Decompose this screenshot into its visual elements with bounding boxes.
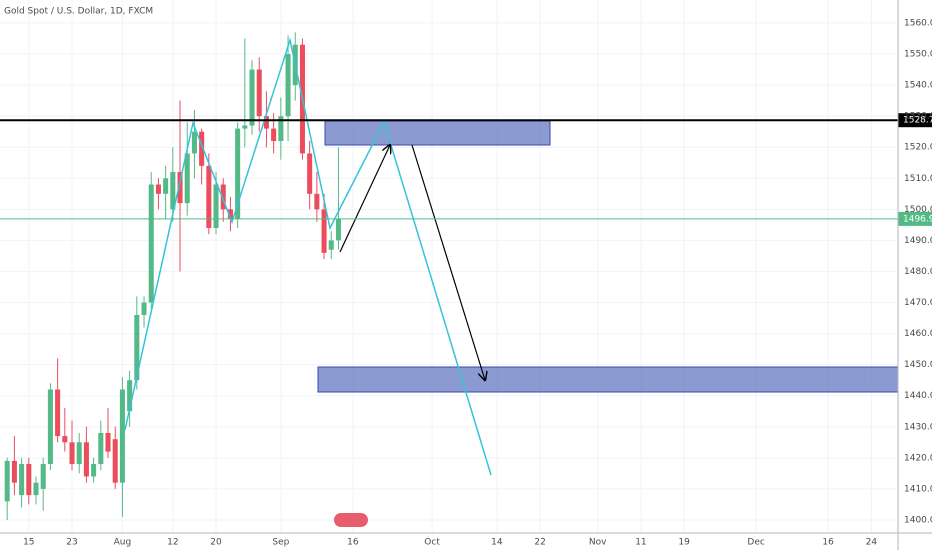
x-tick-label: 19 <box>678 538 690 548</box>
candle-body <box>285 54 291 117</box>
candle-body <box>191 131 197 154</box>
candle-body <box>163 178 169 194</box>
candle-body <box>199 131 205 166</box>
axis-labels: 1400.00 1410.00 1420.00 1430.00 1440.00 1450.… <box>23 18 932 547</box>
candle-body <box>40 464 46 489</box>
zigzag <box>124 37 492 476</box>
zone <box>317 366 899 393</box>
y-tick-label: 1490.00 <box>904 236 932 246</box>
arrow <box>339 145 390 253</box>
candle-body <box>127 380 133 412</box>
candle-body <box>278 116 284 142</box>
candle-body <box>155 184 161 194</box>
x-tick-label: Dec <box>747 538 764 548</box>
candle-body <box>307 153 313 194</box>
price-label: 1496.93 <box>903 214 932 224</box>
y-tick-label: 1560.00 <box>904 18 932 28</box>
x-tick-label: 12 <box>167 538 178 548</box>
candle-body <box>256 69 262 117</box>
price-lines: 1528.70 1496.93 <box>0 113 932 226</box>
y-tick-label: 1480.00 <box>904 267 932 277</box>
y-tick-label: 1430.00 <box>904 422 932 432</box>
candle-body <box>314 193 320 210</box>
x-tick-label: 15 <box>23 538 34 548</box>
candle-body <box>4 460 10 502</box>
candle-body <box>335 218 341 241</box>
y-tick-label: 1440.00 <box>904 391 932 401</box>
y-tick-label: 1470.00 <box>904 298 932 308</box>
candle-body <box>55 389 61 437</box>
price-label-box <box>898 211 932 226</box>
candle-body <box>220 184 226 210</box>
candle-body <box>62 436 68 443</box>
candle-body <box>177 172 183 204</box>
y-tick-label: 1550.00 <box>904 50 932 60</box>
candle-body <box>91 464 97 477</box>
candle-body <box>83 442 89 477</box>
candle-body <box>170 172 176 210</box>
y-tick-label: 1450.00 <box>904 360 932 370</box>
candle-body <box>235 128 241 219</box>
candle-body <box>213 184 219 228</box>
x-tick-label: 11 <box>635 538 646 548</box>
grid <box>0 0 898 533</box>
candle-body <box>69 442 75 465</box>
logo-badge <box>334 513 368 527</box>
candle-body <box>271 128 277 142</box>
candle-body <box>141 302 147 315</box>
x-tick-label: 24 <box>866 538 878 548</box>
x-tick-label: 22 <box>534 538 545 548</box>
candle-body <box>263 116 269 129</box>
y-tick-label: 1510.00 <box>904 174 932 184</box>
candle-body <box>134 314 140 381</box>
x-tick-label: Oct <box>424 538 440 548</box>
y-tick-label: 1410.00 <box>904 484 932 494</box>
candle-body <box>184 153 190 204</box>
y-tick-label: 1540.00 <box>904 81 932 91</box>
arrow <box>411 144 485 380</box>
candle-body <box>242 125 248 129</box>
x-tick-label: Sep <box>272 538 289 548</box>
y-tick-label: 1500.00 <box>904 205 932 215</box>
candle-body <box>26 464 32 496</box>
candle-body <box>148 184 154 303</box>
candle-body <box>47 389 53 465</box>
candle-body <box>328 240 334 250</box>
candle-body <box>19 464 25 496</box>
candle-body <box>11 460 17 483</box>
price-label-box <box>898 113 932 128</box>
y-tick-label: 1460.00 <box>904 329 932 339</box>
x-tick-label: 14 <box>491 538 503 548</box>
candle-body <box>119 389 125 483</box>
x-tick-label: 16 <box>822 538 834 548</box>
candle-body <box>321 209 327 253</box>
logo <box>334 513 368 527</box>
candle-body <box>33 482 39 496</box>
y-tick-label: 1530.00 <box>904 112 932 122</box>
y-tick-label: 1420.00 <box>904 453 932 463</box>
x-tick-label: Aug <box>114 538 132 548</box>
chart-title: Gold Spot / U.S. Dollar, 1D, FXCM <box>4 7 153 17</box>
price-label: 1528.70 <box>903 116 932 126</box>
y-tick-label: 1400.00 <box>904 515 932 525</box>
candle-body <box>98 432 104 465</box>
drawings <box>124 37 899 476</box>
candle-body <box>105 432 111 452</box>
zone <box>324 120 551 146</box>
candle-body <box>227 209 233 219</box>
x-tick-label: 20 <box>210 538 222 548</box>
x-tick-label: Nov <box>589 538 607 548</box>
candle-body <box>76 442 82 465</box>
x-tick-label: 23 <box>66 538 77 548</box>
candle-body <box>249 69 255 126</box>
candle-body <box>206 165 212 228</box>
y-tick-label: 1520.00 <box>904 143 932 153</box>
x-tick-label: 16 <box>347 538 359 548</box>
candle-body <box>112 439 118 483</box>
